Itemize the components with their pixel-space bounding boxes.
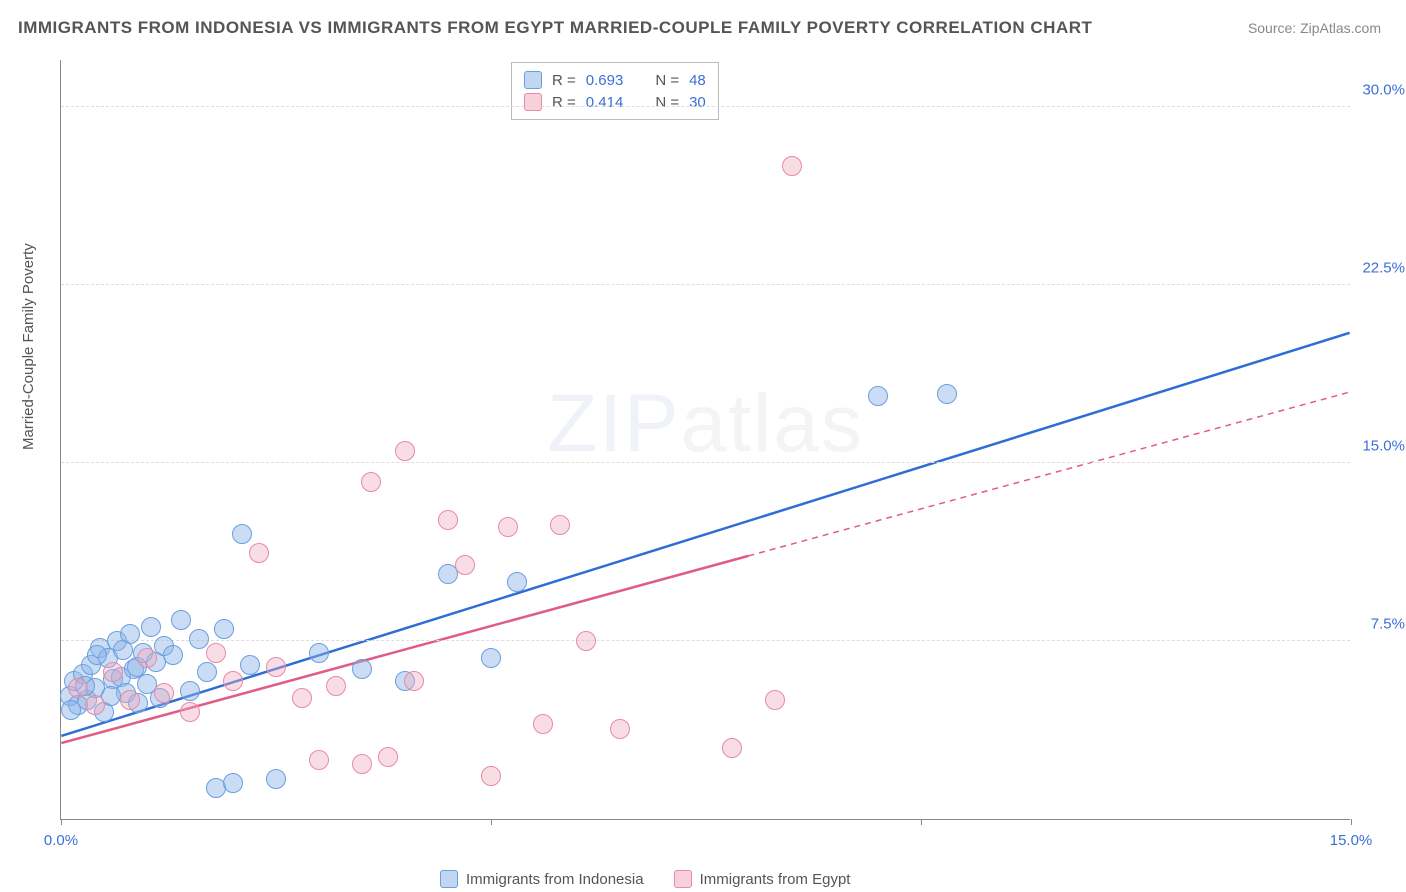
data-point: [361, 472, 381, 492]
data-point: [141, 617, 161, 637]
chart-title: IMMIGRANTS FROM INDONESIA VS IMMIGRANTS …: [18, 18, 1092, 38]
y-tick-label: 22.5%: [1362, 259, 1405, 276]
series-legend-item: Immigrants from Egypt: [674, 870, 851, 888]
trend-line: [61, 333, 1349, 736]
legend-row: R = 0.693 N = 48: [524, 69, 706, 91]
data-point: [206, 643, 226, 663]
series-legend-item: Immigrants from Indonesia: [440, 870, 644, 888]
gridline: [61, 106, 1350, 107]
data-point: [309, 643, 329, 663]
data-point: [481, 766, 501, 786]
series-legend: Immigrants from Indonesia Immigrants from…: [440, 870, 850, 888]
data-point: [533, 714, 553, 734]
legend-swatch: [674, 870, 692, 888]
data-point: [309, 750, 329, 770]
data-point: [137, 648, 157, 668]
data-point: [232, 524, 252, 544]
x-tick-mark: [61, 819, 62, 825]
data-point: [352, 754, 372, 774]
data-point: [550, 515, 570, 535]
data-point: [154, 683, 174, 703]
data-point: [352, 659, 372, 679]
correlation-legend: R = 0.693 N = 48 R = 0.414 N = 30: [511, 62, 719, 120]
data-point: [610, 719, 630, 739]
data-point: [292, 688, 312, 708]
n-value: 48: [689, 72, 706, 89]
data-point: [68, 678, 88, 698]
data-point: [87, 645, 107, 665]
data-point: [395, 441, 415, 461]
data-point: [765, 690, 785, 710]
data-point: [163, 645, 183, 665]
x-tick-label: 15.0%: [1330, 832, 1373, 849]
gridline: [61, 640, 1350, 641]
r-label: R =: [552, 72, 576, 89]
n-label: N =: [655, 94, 679, 111]
trend-line-extrapolated: [748, 392, 1349, 556]
r-value: 0.693: [586, 72, 624, 89]
data-point: [266, 657, 286, 677]
data-point: [378, 747, 398, 767]
data-point: [404, 671, 424, 691]
series-name: Immigrants from Egypt: [700, 871, 851, 888]
x-tick-mark: [921, 819, 922, 825]
x-tick-mark: [491, 819, 492, 825]
watermark-thin: atlas: [681, 378, 864, 469]
y-tick-label: 30.0%: [1362, 81, 1405, 98]
data-point: [85, 695, 105, 715]
data-point: [507, 572, 527, 592]
series-name: Immigrants from Indonesia: [466, 871, 644, 888]
legend-swatch: [524, 93, 542, 111]
y-tick-label: 7.5%: [1371, 615, 1405, 632]
data-point: [576, 631, 596, 651]
watermark: ZIPatlas: [547, 377, 864, 471]
data-point: [266, 769, 286, 789]
gridline: [61, 284, 1350, 285]
data-point: [937, 384, 957, 404]
n-value: 30: [689, 94, 706, 111]
data-point: [197, 662, 217, 682]
y-tick-label: 15.0%: [1362, 437, 1405, 454]
data-point: [113, 640, 133, 660]
data-point: [326, 676, 346, 696]
data-point: [481, 648, 501, 668]
gridline: [61, 462, 1350, 463]
data-point: [61, 700, 81, 720]
legend-swatch: [440, 870, 458, 888]
n-label: N =: [655, 72, 679, 89]
data-point: [249, 543, 269, 563]
legend-swatch: [524, 71, 542, 89]
data-point: [180, 681, 200, 701]
data-point: [120, 690, 140, 710]
source-label: Source: ZipAtlas.com: [1248, 20, 1381, 36]
r-label: R =: [552, 94, 576, 111]
data-point: [868, 386, 888, 406]
watermark-bold: ZIP: [547, 378, 681, 469]
data-point: [214, 619, 234, 639]
plot-area: ZIPatlas R =0.693N =48R =0.414N =30 7.5%…: [60, 60, 1350, 820]
data-point: [240, 655, 260, 675]
y-axis-label: Married-Couple Family Poverty: [20, 243, 37, 450]
x-tick-mark: [1351, 819, 1352, 825]
data-point: [103, 662, 123, 682]
data-point: [223, 671, 243, 691]
data-point: [189, 629, 209, 649]
data-point: [722, 738, 742, 758]
data-point: [455, 555, 475, 575]
data-point: [223, 773, 243, 793]
trend-lines: [61, 60, 1350, 819]
data-point: [180, 702, 200, 722]
legend-row: R = 0.414 N = 30: [524, 91, 706, 113]
r-value: 0.414: [586, 94, 624, 111]
x-tick-label: 0.0%: [44, 832, 78, 849]
data-point: [782, 156, 802, 176]
data-point: [171, 610, 191, 630]
data-point: [498, 517, 518, 537]
data-point: [438, 510, 458, 530]
